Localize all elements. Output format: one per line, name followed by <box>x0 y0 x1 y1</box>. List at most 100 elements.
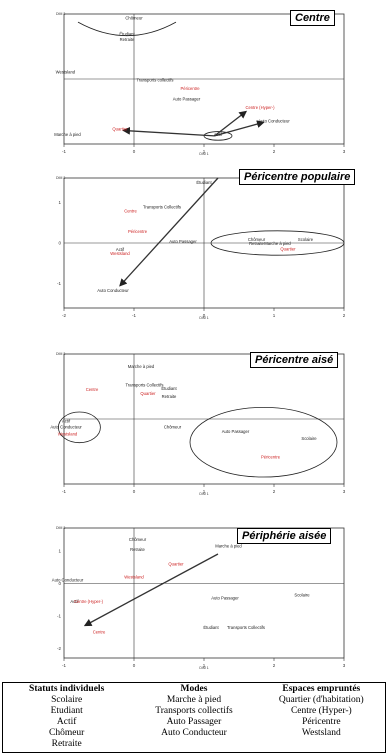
legend-item: Centre (Hyper-) <box>290 706 352 716</box>
data-point-label: Péricentre <box>180 86 200 91</box>
data-point-label: Marche à pied <box>54 132 81 137</box>
x-tick-label: 3 <box>343 489 346 494</box>
x-tick-label: 1 <box>273 313 276 318</box>
trend-curve <box>77 21 177 37</box>
x-tick-label: 1 <box>203 149 206 154</box>
cluster-ellipse <box>57 411 101 444</box>
data-point-label: Quartier <box>112 126 128 131</box>
data-point-label: Quartier <box>140 391 156 396</box>
data-point-label: Retraite <box>162 394 177 399</box>
x-axis-label: DIM 1 <box>199 152 208 156</box>
legend-column-statuts: Statuts individuels Scolaire Etudiant Ac… <box>3 683 130 752</box>
data-point-label: Transports Collectifs <box>227 625 265 630</box>
y-axis-label: DIM 2 <box>56 526 65 530</box>
data-point-label: Auto Passager <box>211 596 239 601</box>
x-tick-label: 2 <box>273 489 276 494</box>
chart-panel-peripherie-aisee: -1 0 1 2 3 1 0 -1 -2 DIM 1 DIM 2 Chômeur Retraite Mar… <box>52 522 354 670</box>
data-point-label: Westsland <box>58 431 78 436</box>
y-tick-label: 1 <box>58 200 61 205</box>
y-tick-label: 0 <box>58 581 61 586</box>
data-point-label: Centre <box>93 630 106 635</box>
data-point-label: Actif <box>70 599 79 604</box>
data-point-label: Marche à pied <box>128 364 155 369</box>
data-point-label: Péricentre <box>128 229 148 234</box>
data-point-label: Centre (Hyper-) <box>245 105 275 110</box>
y-tick-label: -2 <box>57 646 61 651</box>
data-point-label: Étudiant <box>196 180 212 185</box>
legend-item: Quartier (d'habitation) <box>278 695 364 705</box>
legend-item: Chômeur <box>48 728 85 738</box>
data-point-label: Retraite <box>130 547 145 552</box>
data-point-label: Quartier <box>280 246 296 251</box>
legend-header: Modes <box>180 684 208 694</box>
x-tick-label: 3 <box>343 149 346 154</box>
data-point-label: Westsland <box>124 574 144 579</box>
data-point-label: Scolaire <box>294 592 310 597</box>
x-tick-label: -1 <box>62 149 66 154</box>
data-point-label: Transports Collectifs <box>143 204 181 209</box>
direction-arrow <box>83 553 219 627</box>
data-point-label: Auto Conducteur <box>97 288 129 293</box>
legend-item: Marche à pied <box>166 695 222 705</box>
chart-plot-peripherie-aisee: -1 0 1 2 3 1 0 -1 -2 DIM 1 DIM 2 Chômeur Retraite Mar… <box>52 526 346 670</box>
legend-table: Statuts individuels Scolaire Etudiant Ac… <box>2 682 386 753</box>
legend-item: Westsland <box>301 728 341 738</box>
direction-arrow <box>119 177 219 287</box>
panel-title: Péricentre populaire <box>239 169 356 185</box>
data-point-label: Transports Collectifs <box>125 383 163 388</box>
x-tick-label: -2 <box>62 313 66 318</box>
x-tick-label: -1 <box>62 663 66 668</box>
data-point-label: Chômeur <box>248 237 266 242</box>
legend-item: Etudiant <box>50 706 83 716</box>
legend-item: Auto Conducteur <box>161 728 227 738</box>
data-point-label: Auto Conducteur <box>52 578 84 583</box>
data-point-label: Quartier <box>168 561 184 566</box>
direction-arrow <box>214 110 248 137</box>
x-axis-label: DIM 1 <box>199 666 208 670</box>
x-tick-label: 0 <box>133 489 136 494</box>
x-axis-label: DIM 1 <box>199 316 208 320</box>
panel-title: Centre <box>290 10 335 26</box>
data-point-label: Centre <box>124 209 137 214</box>
data-point-label: Chômeur <box>125 15 143 20</box>
data-point-label: Scolaire <box>301 436 317 441</box>
panel-title: Péricentre aisé <box>250 352 339 368</box>
y-axis-label: DIM 2 <box>56 12 65 16</box>
panel-title: Périphérie aisée <box>237 528 332 544</box>
data-point-label: Chômeur <box>164 424 182 429</box>
data-point-label: Auto Passager <box>173 97 201 102</box>
legend-item: Transports collectifs <box>155 706 233 716</box>
legend-header: Espaces empruntés <box>282 684 361 694</box>
legend-item: Actif <box>56 717 77 727</box>
data-point-label: Étudiant <box>119 32 135 37</box>
data-point-label: Actif <box>116 247 125 252</box>
data-point-label: Scolaire <box>298 237 314 242</box>
direction-arrow <box>214 120 265 137</box>
y-tick-label: 0 <box>58 241 61 246</box>
legend-header: Statuts individuels <box>29 684 105 694</box>
data-point-label: Retraite <box>249 241 264 246</box>
x-tick-label: -1 <box>132 313 136 318</box>
data-point-label: Auto Conducteur <box>258 118 290 123</box>
data-point-label: Westsland <box>56 70 76 75</box>
chart-plot-pericentre-populaire: -2 -1 0 1 2 1 0 -1 DIM 1 DIM 2 Étudiant Transports … <box>56 176 346 320</box>
direction-arrow <box>122 126 215 137</box>
x-tick-label: 1 <box>203 663 206 668</box>
x-axis-label: DIM 1 <box>199 492 208 496</box>
legend-item: Retraite <box>51 739 82 749</box>
data-point-label: Auto Passager <box>222 429 250 434</box>
data-point-label: Retraite <box>120 37 135 42</box>
data-point-label: Centre (Hyper-) <box>74 599 104 604</box>
y-axis-label: DIM 2 <box>56 176 65 180</box>
legend-item: Auto Passager <box>166 717 222 727</box>
data-point-label: Actif <box>214 132 223 137</box>
legend-column-espaces: Espaces empruntés Quartier (d'habitation… <box>258 683 385 752</box>
y-tick-label: -1 <box>57 613 61 618</box>
data-point-label: Actif <box>62 419 71 424</box>
x-tick-label: 0 <box>133 149 136 154</box>
data-point-label: Étudiant <box>161 386 177 391</box>
data-point-label: Marche à pied <box>215 544 242 549</box>
cluster-ellipse <box>189 406 338 478</box>
cluster-ellipse <box>210 230 345 256</box>
